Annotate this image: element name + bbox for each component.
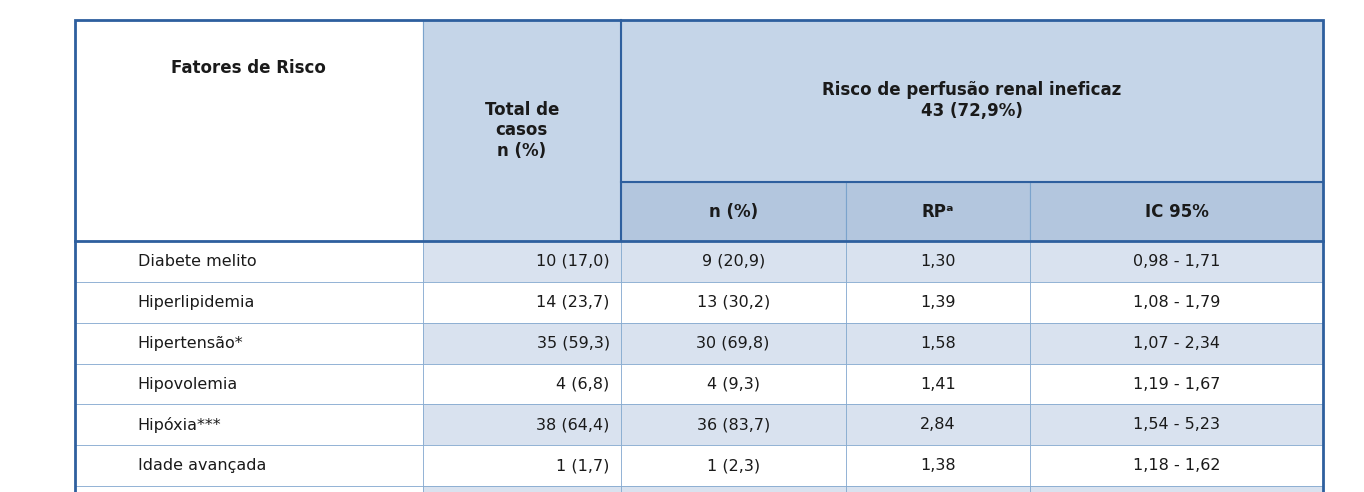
- Bar: [846, 445, 1030, 486]
- Bar: [846, 404, 1030, 445]
- Text: 1,18 - 1,62: 1,18 - 1,62: [1132, 458, 1221, 473]
- Text: 1,39: 1,39: [919, 295, 956, 310]
- Text: 38 (64,4): 38 (64,4): [536, 417, 610, 432]
- Bar: [621, 364, 846, 404]
- Bar: [423, 282, 621, 323]
- Bar: [423, 323, 621, 364]
- Text: 4 (6,8): 4 (6,8): [557, 376, 610, 392]
- Bar: [1030, 282, 1323, 323]
- Bar: [75, 20, 423, 241]
- Bar: [621, 404, 846, 445]
- Text: 1 (1,7): 1 (1,7): [557, 458, 610, 473]
- Bar: [1030, 486, 1323, 492]
- Text: 1,38: 1,38: [919, 458, 956, 473]
- Bar: [75, 486, 423, 492]
- Text: Hipóxia***: Hipóxia***: [138, 417, 221, 433]
- Text: Hipertensão*: Hipertensão*: [138, 336, 243, 351]
- Bar: [423, 20, 621, 241]
- Bar: [621, 20, 1323, 182]
- Text: 1,41: 1,41: [919, 376, 956, 392]
- Bar: [846, 364, 1030, 404]
- Text: 1,08 - 1,79: 1,08 - 1,79: [1132, 295, 1221, 310]
- Bar: [1030, 241, 1323, 282]
- Bar: [75, 364, 423, 404]
- Text: 0,98 - 1,71: 0,98 - 1,71: [1132, 254, 1221, 269]
- Text: 36 (83,7): 36 (83,7): [697, 417, 769, 432]
- Bar: [75, 241, 423, 282]
- Text: n (%): n (%): [708, 203, 758, 220]
- Bar: [1030, 323, 1323, 364]
- Text: 1,58: 1,58: [919, 336, 956, 351]
- Bar: [423, 404, 621, 445]
- Bar: [1030, 404, 1323, 445]
- Text: 1 (2,3): 1 (2,3): [707, 458, 760, 473]
- Text: Diabete melito: Diabete melito: [138, 254, 256, 269]
- Bar: [423, 364, 621, 404]
- Text: 13 (30,2): 13 (30,2): [697, 295, 769, 310]
- Text: 2,84: 2,84: [919, 417, 956, 432]
- Text: RPᵃ: RPᵃ: [922, 203, 953, 220]
- Bar: [75, 323, 423, 364]
- Text: 1,07 - 2,34: 1,07 - 2,34: [1133, 336, 1219, 351]
- Text: 1,30: 1,30: [919, 254, 956, 269]
- Text: 1,19 - 1,67: 1,19 - 1,67: [1132, 376, 1221, 392]
- Bar: [621, 182, 846, 241]
- Bar: [846, 486, 1030, 492]
- Text: 30 (69,8): 30 (69,8): [697, 336, 769, 351]
- Text: IC 95%: IC 95%: [1144, 203, 1209, 220]
- Bar: [1030, 445, 1323, 486]
- Text: Fatores de Risco: Fatores de Risco: [172, 60, 326, 77]
- Bar: [621, 445, 846, 486]
- Bar: [1030, 182, 1323, 241]
- Text: 1,54 - 5,23: 1,54 - 5,23: [1133, 417, 1219, 432]
- Text: 4 (9,3): 4 (9,3): [707, 376, 760, 392]
- Text: Hiperlipidemia: Hiperlipidemia: [138, 295, 255, 310]
- Bar: [846, 323, 1030, 364]
- Text: 10 (17,0): 10 (17,0): [536, 254, 610, 269]
- Text: Risco de perfusão renal ineficaz
43 (72,9%): Risco de perfusão renal ineficaz 43 (72,…: [822, 82, 1121, 120]
- Bar: [423, 241, 621, 282]
- Text: Hipovolemia: Hipovolemia: [138, 376, 237, 392]
- Text: 35 (59,3): 35 (59,3): [536, 336, 610, 351]
- Text: 14 (23,7): 14 (23,7): [536, 295, 610, 310]
- Text: Idade avançada: Idade avançada: [138, 458, 266, 473]
- Text: Total de
casos
n (%): Total de casos n (%): [484, 100, 559, 160]
- Bar: [1030, 364, 1323, 404]
- Bar: [621, 323, 846, 364]
- Text: 9 (20,9): 9 (20,9): [701, 254, 765, 269]
- Bar: [423, 486, 621, 492]
- Bar: [621, 486, 846, 492]
- Bar: [846, 182, 1030, 241]
- Bar: [846, 241, 1030, 282]
- Bar: [75, 404, 423, 445]
- Bar: [621, 282, 846, 323]
- Bar: [423, 445, 621, 486]
- Bar: [75, 282, 423, 323]
- Bar: [846, 282, 1030, 323]
- Bar: [75, 445, 423, 486]
- Bar: [621, 241, 846, 282]
